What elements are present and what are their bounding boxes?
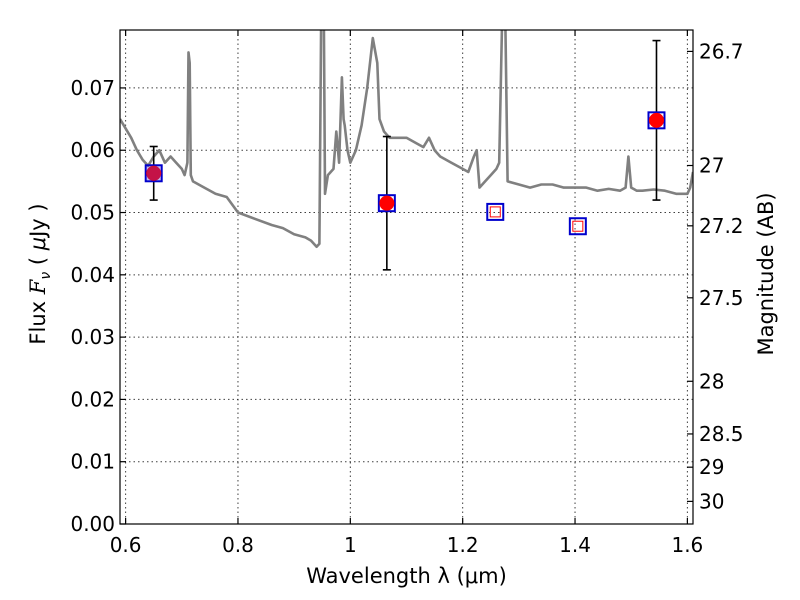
y-tick-label: 0.06 bbox=[70, 138, 115, 162]
x-tick-label: 1.4 bbox=[559, 533, 591, 557]
x-tick-label: 0.8 bbox=[222, 533, 254, 557]
model-band-square bbox=[647, 111, 666, 130]
y-tick-label: 0.07 bbox=[70, 76, 115, 100]
x-tick-label: 1.2 bbox=[447, 533, 479, 557]
x-tick-label: 0.6 bbox=[110, 533, 142, 557]
spectrum-line bbox=[120, 30, 693, 249]
y-tick-label: 0.01 bbox=[70, 450, 115, 474]
model-band-square bbox=[377, 194, 396, 213]
y-tick-label: 0.05 bbox=[70, 201, 115, 225]
axis-labels: 0.6 0.8 1 1.2 1.4 1.6 0.00 0.01 0.02 0.03 0.04 0.05… bbox=[26, 39, 778, 588]
y-axis-label-part: ( bbox=[26, 250, 50, 272]
upper-limit-marker bbox=[572, 220, 584, 232]
y-tick-label: 0.03 bbox=[70, 325, 115, 349]
mag-tick-label: 30 bbox=[699, 489, 724, 513]
mag-tick-label: 29 bbox=[699, 455, 724, 479]
y-axis-label-part: Flux bbox=[26, 294, 50, 344]
observed-flux-point bbox=[379, 195, 395, 211]
model-band-square bbox=[144, 164, 163, 183]
grid bbox=[120, 30, 693, 525]
y2-axis-label: Magnitude (AB) bbox=[754, 192, 778, 355]
y-axis-label-part: Jy ) bbox=[26, 203, 50, 239]
mag-tick-label: 26.7 bbox=[699, 39, 744, 63]
model-band-square bbox=[568, 217, 587, 236]
y-tick-label: 0.02 bbox=[70, 387, 115, 411]
y-axis-label-part: ν bbox=[38, 272, 54, 280]
model-spectrum bbox=[120, 30, 693, 249]
y-tick-label: 0.04 bbox=[70, 263, 115, 287]
photometry-points bbox=[144, 39, 666, 271]
upper-limit-marker bbox=[489, 206, 501, 218]
mag-tick-label: 28.5 bbox=[699, 422, 744, 446]
x-axis-label: Wavelength λ (μm) bbox=[306, 564, 507, 588]
y-axis-label: Flux Fν ( μJy ) bbox=[26, 203, 54, 344]
mag-tick-label: 27.5 bbox=[699, 286, 744, 310]
mag-tick-label: 27 bbox=[699, 154, 724, 178]
y-axis-label-part: μ bbox=[26, 237, 50, 251]
y-axis-label-part: F bbox=[26, 278, 50, 295]
x-tick-label: 1 bbox=[344, 533, 357, 557]
y-tick-label: 0.00 bbox=[70, 512, 115, 536]
observed-flux-point bbox=[648, 112, 664, 128]
plot-frame bbox=[119, 29, 694, 525]
mag-tick-label: 27.2 bbox=[699, 214, 744, 238]
overlap-tint bbox=[146, 166, 161, 181]
x-tick-label: 1.6 bbox=[671, 533, 703, 557]
mag-tick-label: 28 bbox=[699, 369, 724, 393]
axis-ticks bbox=[120, 30, 693, 525]
model-band-square bbox=[486, 202, 505, 221]
observed-flux-point bbox=[146, 165, 162, 181]
